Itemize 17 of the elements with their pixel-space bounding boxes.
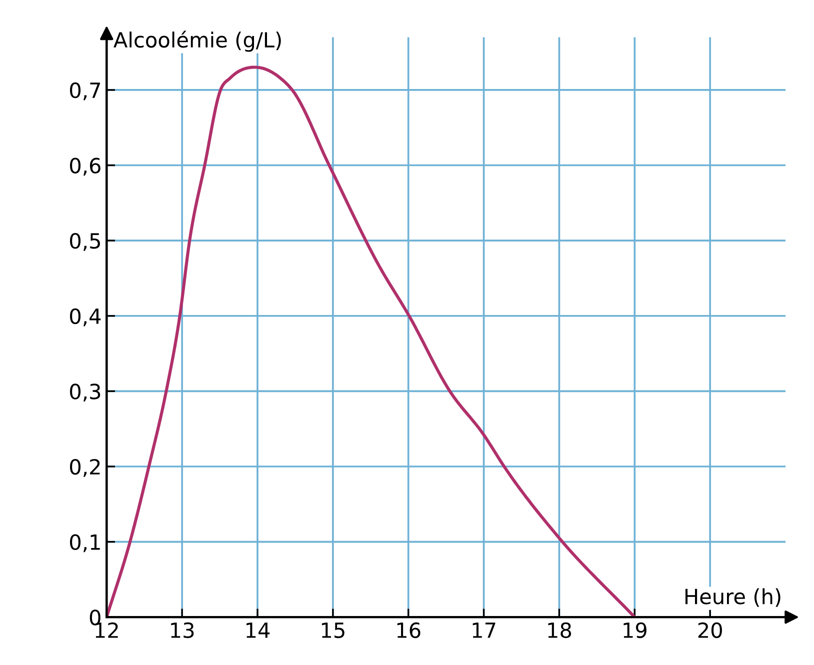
x-tick-label: 13 [171, 622, 194, 638]
x-tick-label: 14 [246, 622, 270, 638]
x-tick-label: 20 [698, 622, 722, 638]
y-tick-label: 0,5 [70, 233, 100, 251]
y-axis-title: Alcoolémie (g/L) [114, 30, 281, 52]
y-tick-label: 0,3 [70, 384, 100, 402]
y-tick-label: 0,7 [70, 82, 100, 100]
x-tick-label: 16 [397, 622, 420, 638]
x-tick-label: 15 [322, 622, 344, 638]
x-axis-title: Heure (h) [685, 588, 780, 607]
y-tick-label: 0,1 [70, 534, 100, 552]
x-tick-label: 19 [624, 622, 646, 638]
y-tick-label: 0,4 [70, 308, 101, 326]
y-tick-label: 0,6 [70, 158, 100, 176]
x-tick-label: 18 [548, 622, 572, 638]
x-tick-label: 17 [472, 622, 496, 638]
y-tick-label: 0,2 [70, 458, 100, 477]
